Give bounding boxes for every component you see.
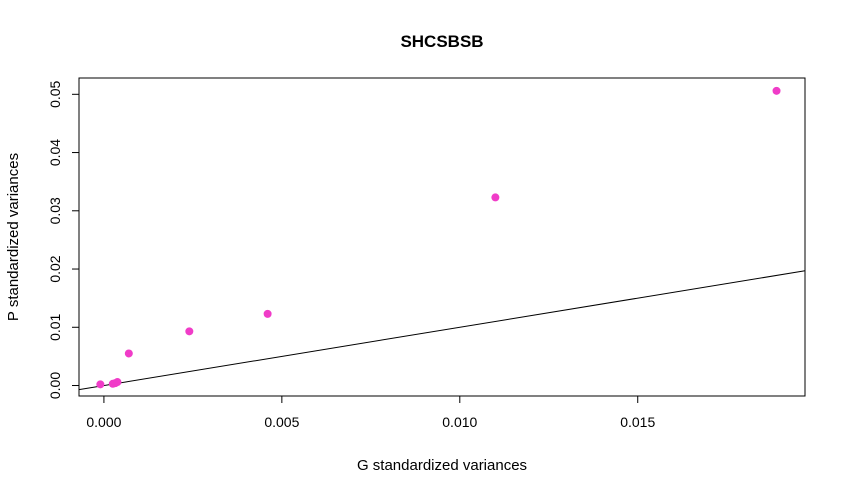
y-tick-label: 0.04	[47, 139, 63, 166]
y-tick-label: 0.02	[47, 255, 63, 282]
x-tick-label: 0.015	[620, 414, 655, 430]
x-tick-label: 0.005	[264, 414, 299, 430]
data-point	[185, 327, 194, 336]
data-point	[772, 86, 781, 95]
y-tick-label: 0.00	[47, 372, 63, 399]
data-point	[263, 309, 272, 318]
y-tick-label: 0.03	[47, 197, 63, 224]
data-point	[113, 378, 122, 387]
data-point	[491, 193, 500, 202]
x-axis-label: G standardized variances	[357, 457, 527, 474]
points-layer	[96, 86, 781, 389]
plot-frame	[78, 77, 806, 397]
y-axis-label: P standardized variances	[5, 153, 22, 321]
data-point	[96, 380, 105, 389]
reference-line-layer	[78, 270, 806, 391]
chart-title: SHCSBSB	[400, 32, 483, 51]
data-point	[124, 349, 133, 358]
y-tick-label: 0.01	[47, 313, 63, 340]
y-axis: 0.00 0.01 0.02 0.03 0.04 0.05	[47, 80, 80, 399]
y-tick-label: 0.05	[47, 80, 63, 107]
reference-line	[78, 270, 806, 391]
x-tick-label: 0.000	[86, 414, 121, 430]
x-tick-label: 0.010	[442, 414, 477, 430]
x-axis: 0.000 0.005 0.010 0.015	[86, 395, 655, 430]
